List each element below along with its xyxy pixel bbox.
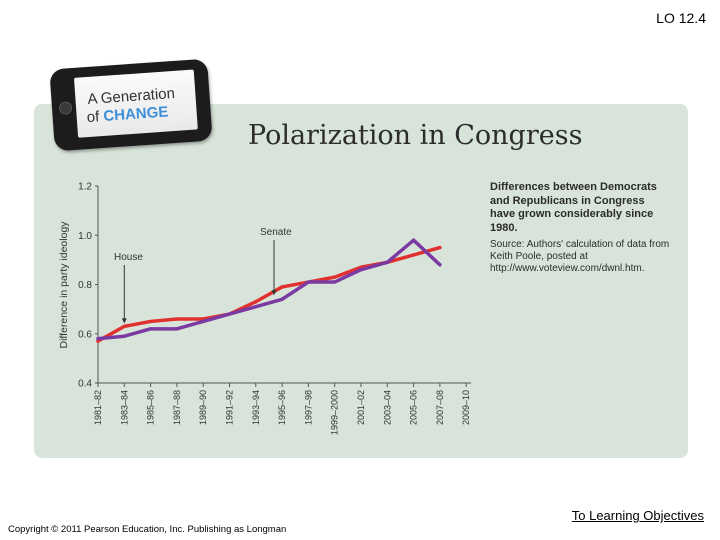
data-point-house	[122, 324, 126, 328]
x-tick-label: 1987–88	[172, 390, 182, 425]
x-tick-label: 1985–86	[146, 390, 156, 425]
annotation-senate: Senate	[260, 227, 292, 238]
x-tick-label: 1993–94	[251, 390, 261, 425]
chart-caption: Differences between Democrats and Republ…	[490, 181, 670, 275]
x-tick-label: 1981–82	[93, 390, 103, 425]
slide-label: LO 12.4	[656, 10, 706, 26]
x-tick-label: 1999–2000	[330, 390, 340, 435]
data-point-senate	[227, 312, 232, 316]
x-tick-label: 1983–84	[119, 390, 129, 425]
data-point-senate	[122, 334, 126, 338]
data-point-senate	[175, 327, 179, 331]
annotation-house: House	[114, 252, 143, 263]
y-tick-label: 0.4	[78, 379, 92, 390]
y-axis-label: Difference in party ideology	[58, 221, 70, 349]
series-line-senate	[96, 238, 442, 341]
data-point-senate	[385, 260, 389, 264]
data-point-senate	[201, 319, 205, 324]
chart-panel	[34, 104, 688, 458]
x-tick-label: 1991–92	[225, 390, 235, 425]
caption-main: Differences between Democrats and Republ…	[490, 181, 657, 234]
caption-source: Source: Authors' calculation of data fro…	[490, 239, 670, 274]
x-tick-label: 2007–08	[435, 390, 445, 425]
data-point-senate	[306, 280, 310, 284]
data-point-house	[175, 317, 179, 321]
y-tick-label: 1.2	[78, 182, 92, 193]
data-point-senate	[333, 280, 337, 284]
y-tick-label: 1.0	[78, 231, 92, 242]
x-tick-label: 1989–90	[198, 390, 208, 425]
copyright-text: Copyright © 2011 Pearson Education, Inc.…	[8, 524, 287, 535]
annotation-senate-arrowhead	[271, 290, 277, 296]
annotation-house-arrowhead	[121, 318, 127, 324]
data-point-house	[254, 300, 258, 304]
x-tick-label: 1995–96	[277, 390, 287, 425]
data-point-senate	[96, 337, 100, 341]
y-tick-label: 0.6	[78, 329, 92, 340]
data-point-house	[438, 245, 442, 250]
data-point-senate	[412, 238, 416, 242]
data-point-house	[333, 275, 337, 279]
data-point-senate	[280, 297, 284, 301]
chart-title: Polarization in Congress	[248, 120, 583, 151]
learning-objectives-link[interactable]: To Learning Objectives	[571, 508, 704, 523]
data-point-senate	[438, 263, 442, 267]
data-point-house	[412, 253, 416, 257]
data-point-house	[280, 285, 284, 289]
x-tick-label: 2009–10	[461, 390, 471, 425]
data-point-senate	[149, 327, 153, 331]
y-tick-label: 0.8	[78, 280, 92, 291]
x-tick-label: 2003–04	[382, 390, 392, 425]
data-point-senate	[254, 305, 258, 309]
x-tick-label: 2005–06	[409, 390, 419, 425]
x-tick-label: 2001–02	[356, 390, 366, 425]
data-point-senate	[359, 268, 363, 272]
data-point-house	[149, 319, 153, 324]
x-tick-label: 1997–98	[303, 390, 313, 425]
